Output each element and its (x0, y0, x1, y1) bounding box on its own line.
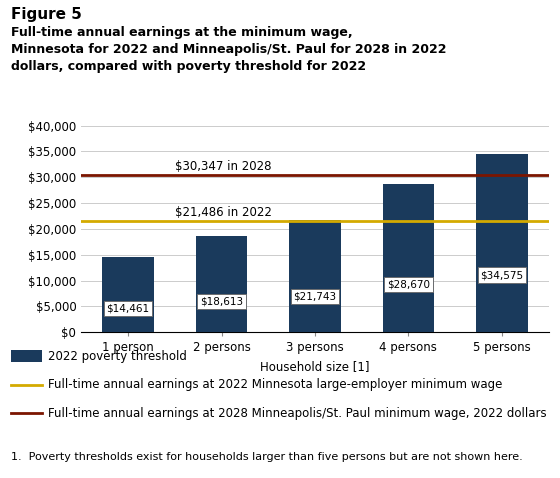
Bar (290, 220, 340, 332)
Text: Full-time annual earnings at 2022 Minnesota large-employer minimum wage: Full-time annual earnings at 2022 Minnes… (48, 378, 502, 391)
Text: $14,461: $14,461 (106, 304, 150, 313)
Text: $18,613: $18,613 (200, 296, 243, 306)
Text: $21,743: $21,743 (293, 291, 337, 301)
Text: Minnesota for 2022 and Minneapolis/St. Paul for 2028 in 2022: Minnesota for 2022 and Minneapolis/St. P… (11, 43, 447, 56)
Text: $34,575: $34,575 (480, 270, 524, 280)
Text: Figure 5: Figure 5 (11, 7, 82, 22)
Text: Full-time annual earnings at 2028 Minneapolis/St. Paul minimum wage, 2022 dollar: Full-time annual earnings at 2028 Minnea… (48, 407, 546, 420)
Bar (476, 153, 528, 332)
Text: dollars, compared with poverty threshold for 2022: dollars, compared with poverty threshold… (11, 60, 366, 73)
Bar (196, 236, 248, 332)
X-axis label: Household size [1]: Household size [1] (260, 360, 370, 373)
Text: $21,486 in 2022: $21,486 in 2022 (175, 206, 272, 218)
Text: $28,670: $28,670 (387, 280, 430, 290)
Bar (382, 184, 434, 332)
Text: $30,347 in 2028: $30,347 in 2028 (175, 160, 272, 173)
Text: 1.  Poverty thresholds exist for households larger than five persons but are not: 1. Poverty thresholds exist for househol… (11, 452, 523, 462)
Text: Full-time annual earnings at the minimum wage,: Full-time annual earnings at the minimum… (11, 26, 353, 39)
Bar (102, 258, 154, 332)
Text: 2022 poverty threshold: 2022 poverty threshold (48, 349, 186, 363)
